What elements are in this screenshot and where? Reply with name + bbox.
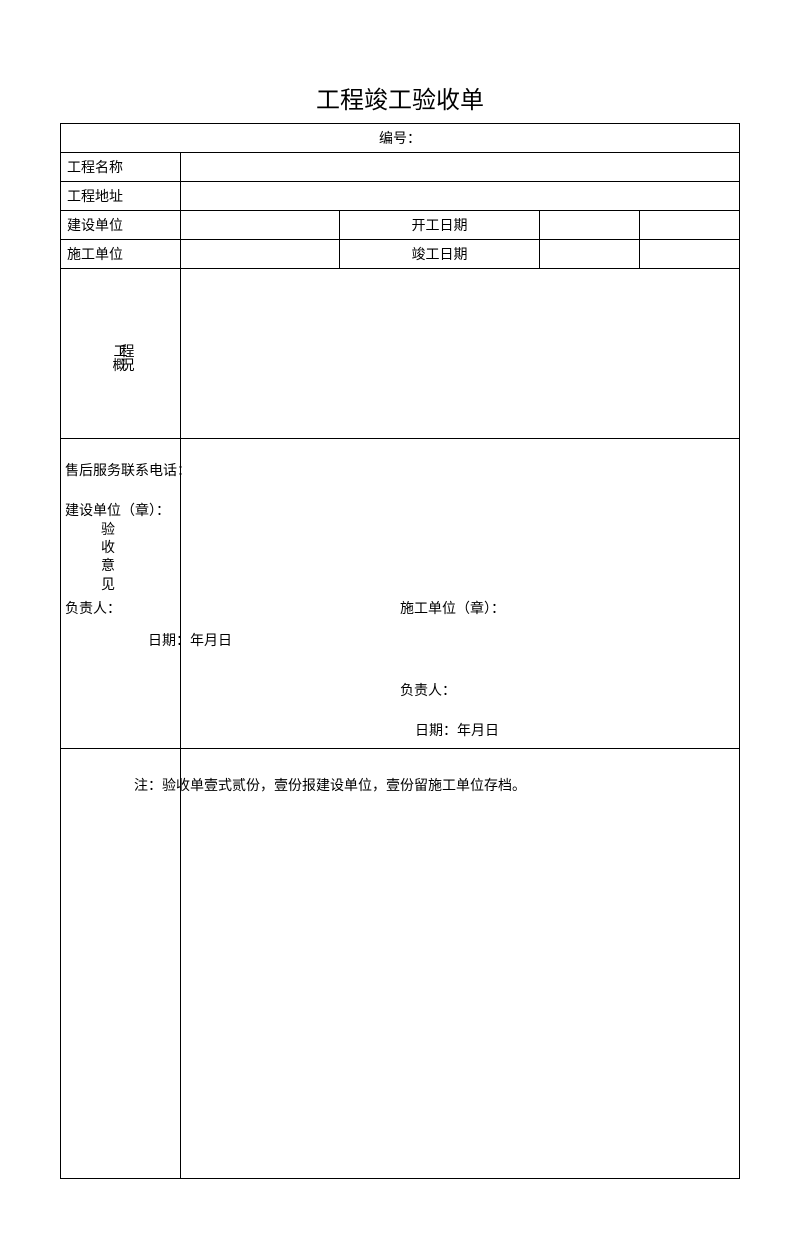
value-project-summary[interactable]: [181, 269, 740, 439]
row-contractor: 施工单位 竣工日期: [61, 240, 740, 269]
opinion-vert-2: 收: [100, 540, 116, 558]
value-construction-unit[interactable]: [181, 211, 340, 240]
label-doc-number: 编号：: [379, 132, 421, 147]
label-completion-date: 竣工日期: [340, 240, 540, 269]
row-construction-unit: 建设单位 开工日期: [61, 211, 740, 240]
value-completion-date-2[interactable]: [640, 240, 740, 269]
label-contractor: 施工单位: [61, 240, 181, 269]
label-construction-unit: 建设单位: [61, 211, 181, 240]
value-project-name[interactable]: [181, 153, 740, 182]
label-start-date: 开工日期: [340, 211, 540, 240]
opinion-vert-1: 验: [100, 522, 116, 540]
row-project-address: 工程地址: [61, 182, 740, 211]
value-start-date-2[interactable]: [640, 211, 740, 240]
text-manager-left: 负责人：: [65, 598, 121, 618]
value-start-date[interactable]: [540, 211, 640, 240]
text-date-right: 日期：年月日: [415, 720, 499, 740]
cell-acceptance-opinion[interactable]: [181, 439, 740, 749]
value-project-address[interactable]: [181, 182, 740, 211]
cell-note: [181, 749, 740, 1179]
opinion-vert-4: 见: [100, 577, 116, 595]
row-project-summary: 工 程 概 况: [61, 269, 740, 439]
label-project-name: 工程名称: [61, 153, 181, 182]
row-note: [61, 749, 740, 1179]
value-contractor[interactable]: [181, 240, 340, 269]
vert-char-4: 况: [121, 359, 135, 376]
row-acceptance-opinion: [61, 439, 740, 749]
text-manager-right: 负责人：: [400, 680, 456, 700]
row-doc-number: 编号：: [61, 124, 740, 153]
text-contractor-seal: 施工单位（章）：: [400, 598, 505, 618]
text-note: 注：验收单壹式贰份，壹份报建设单位，壹份留施工单位存档。: [134, 775, 526, 795]
document-page: 工程竣工验收单 编号： 工程名称 工程地址 建设单位 开工日期 施工单位 竣工日…: [0, 0, 800, 1239]
label-project-address: 工程地址: [61, 182, 181, 211]
text-date-left: 日期：年月日: [148, 630, 232, 650]
note-left-col: [61, 749, 181, 1179]
row-project-name: 工程名称: [61, 153, 740, 182]
value-completion-date[interactable]: [540, 240, 640, 269]
cell-doc-number: 编号：: [61, 124, 740, 153]
document-title: 工程竣工验收单: [60, 80, 740, 115]
acceptance-form-table: 编号： 工程名称 工程地址 建设单位 开工日期 施工单位 竣工日期: [60, 123, 740, 1179]
label-acceptance-opinion-col: [61, 439, 181, 749]
text-construction-seal: 建设单位（章）：: [65, 500, 170, 520]
label-project-summary: 工 程 概 况: [61, 269, 181, 439]
opinion-vert-3: 意: [100, 558, 116, 576]
text-service-phone: 售后服务联系电话：: [65, 460, 191, 480]
label-opinion-vertical: 验 收 意 见: [100, 522, 116, 595]
